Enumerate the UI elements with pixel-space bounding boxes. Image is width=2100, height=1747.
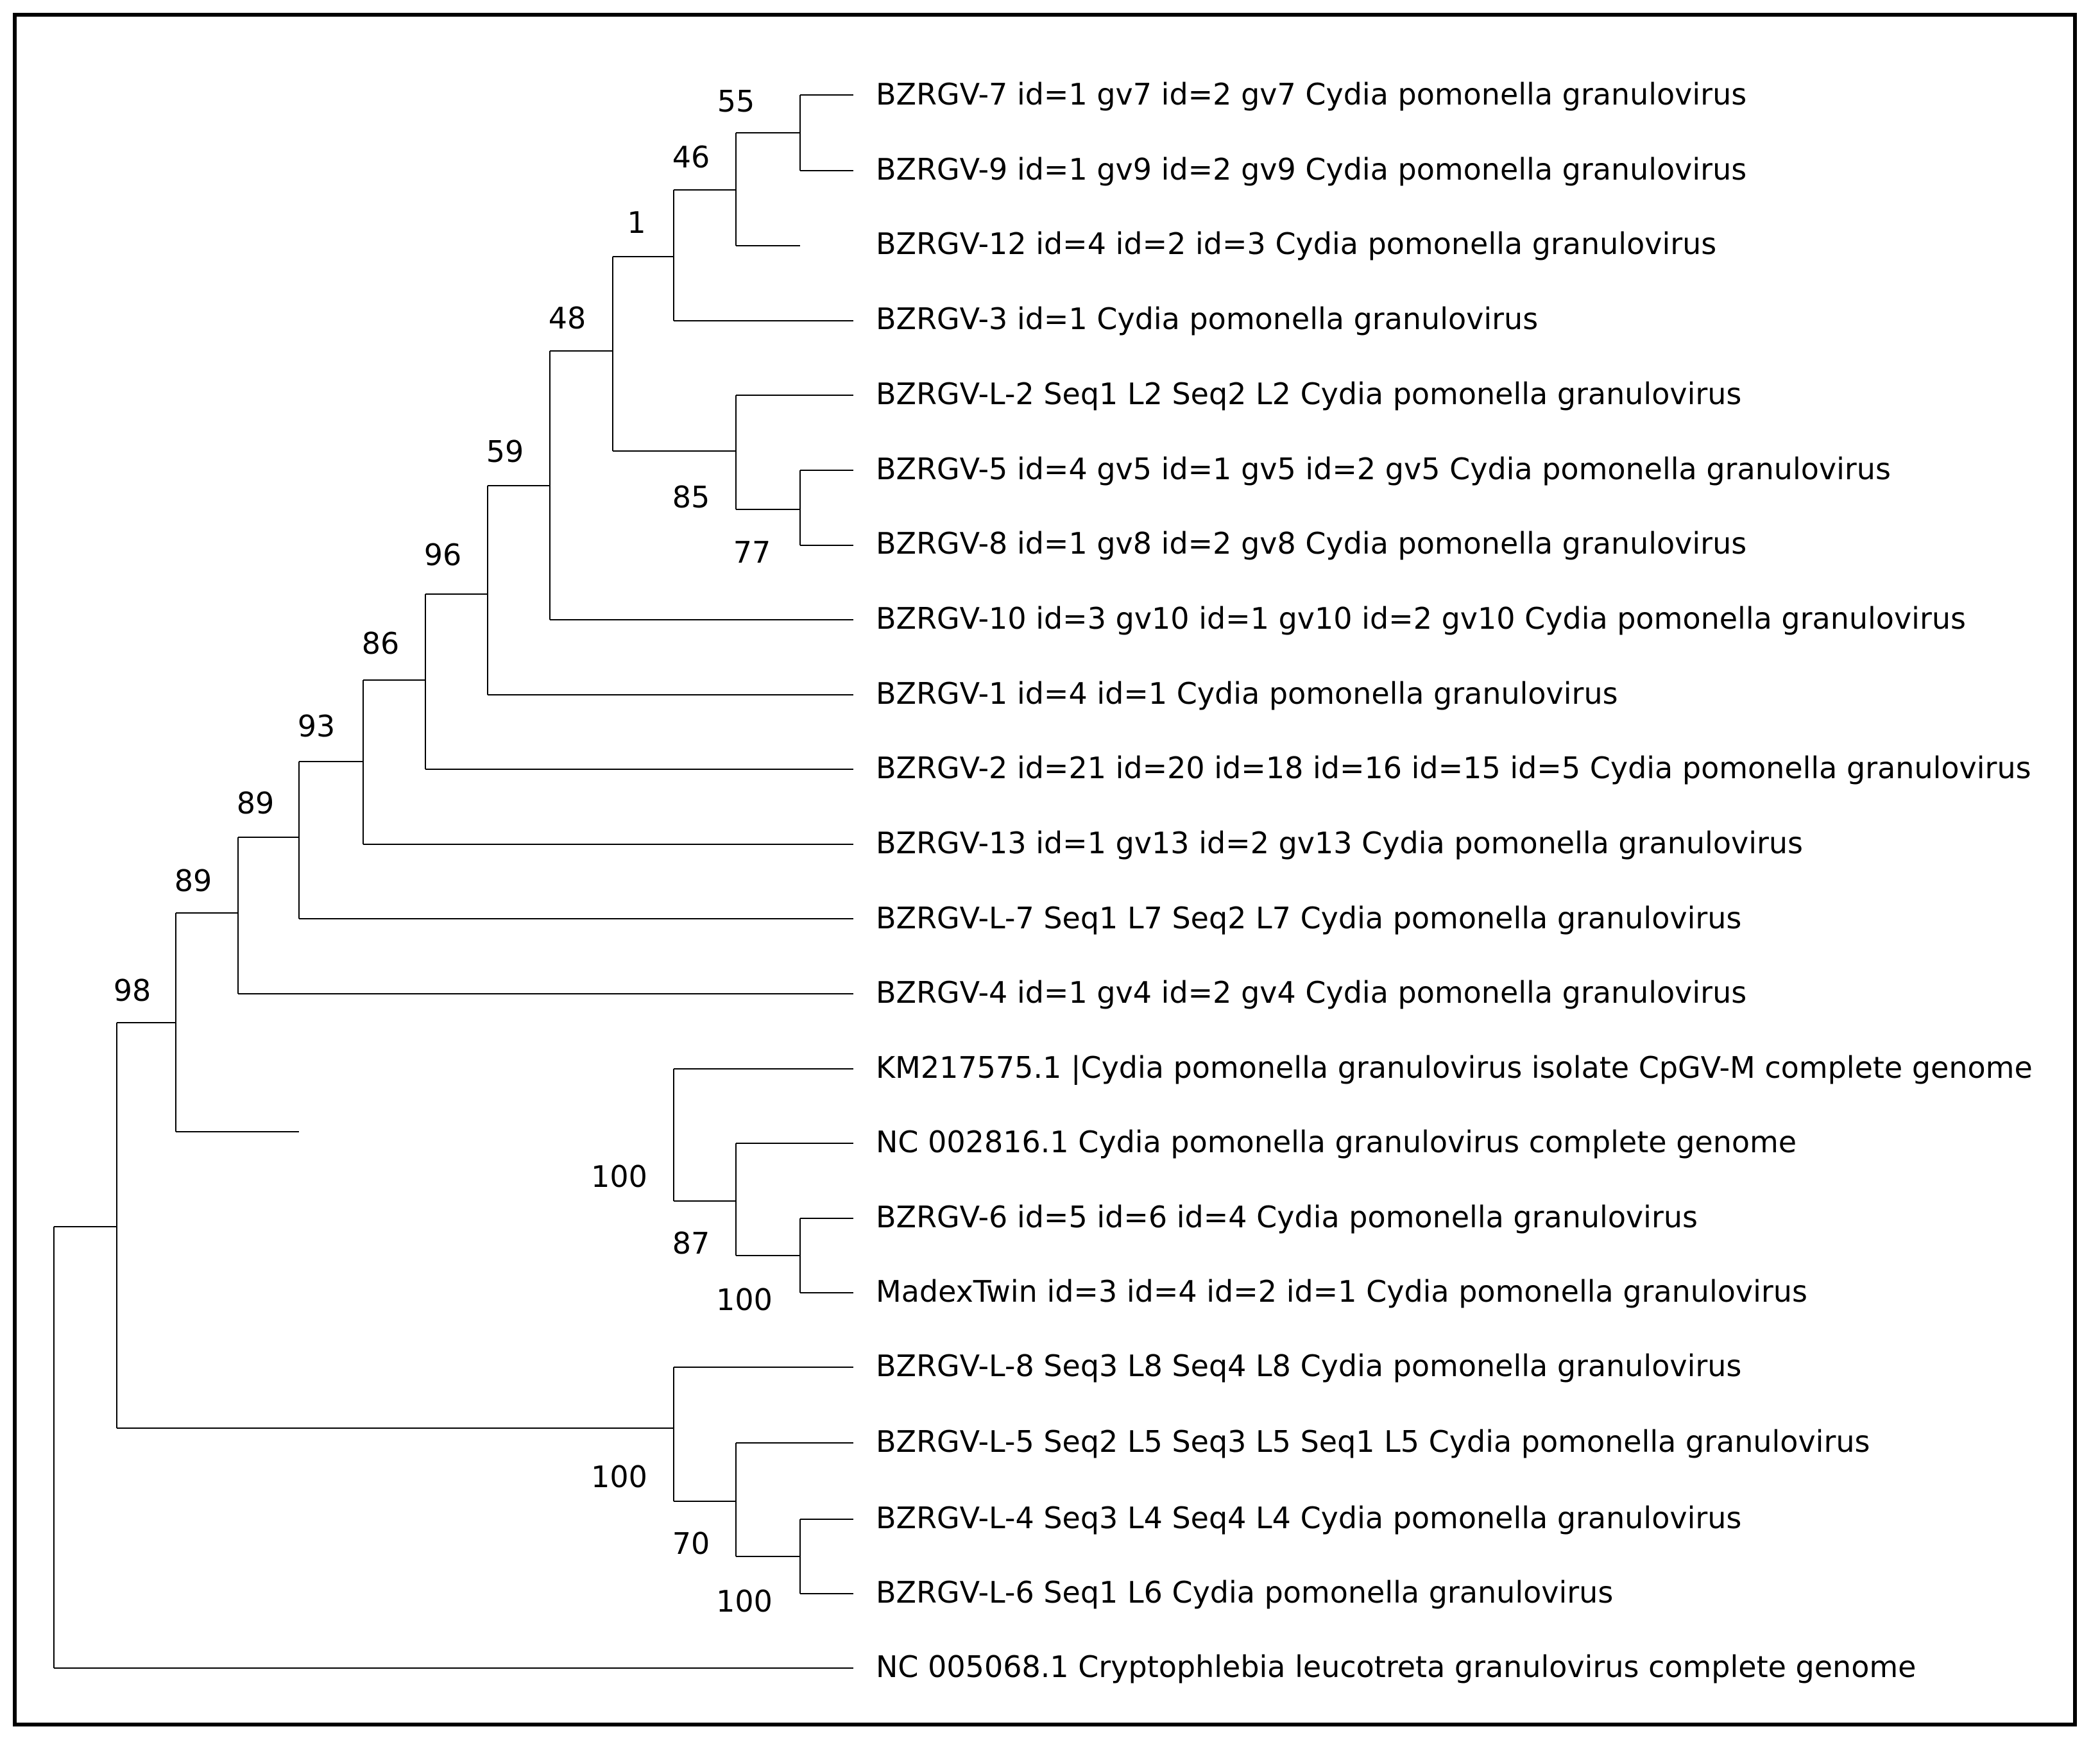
branch-leaf-bzrgv7-9 [799,94,853,171]
branch-node-46 [673,189,853,321]
leaf-label: BZRGV-L-5 Seq2 L5 Seq3 L5 Seq1 L5 Cydia … [876,1424,1870,1459]
leaf-label: BZRGV-13 id=1 gv13 id=2 gv13 Cydia pomon… [876,826,1803,860]
bootstrap-label: 70 [672,1526,710,1561]
figure-frame [13,13,2077,1726]
leaf-labels: BZRGV-7 id=1 gv7 id=2 gv7 Cydia pomonell… [876,77,2033,1684]
bootstrap-label: 46 [672,140,710,175]
bootstrap-label: 1 [627,205,645,240]
branch-node-96 [425,593,853,770]
branch-node-48 [549,350,853,620]
leaf-label: NC 005068.1 Cryptophlebia leucotreta gra… [876,1649,1916,1684]
bootstrap-label: 89 [237,786,275,821]
branch-node-55 [735,132,800,246]
branch-node-85 [735,395,853,510]
leaf-label: BZRGV-3 id=1 Cydia pomonella granuloviru… [876,302,1538,336]
bootstrap-label: 93 [298,709,336,744]
branch-node-89-outer [175,912,299,1132]
bootstrap-label: 85 [672,480,710,515]
bootstrap-labels: 55 46 1 48 85 77 59 96 86 93 89 89 98 10… [114,84,773,1619]
leaf-label: BZRGV-L-6 Seq1 L6 Cydia pomonella granul… [876,1575,1613,1610]
leaf-label: KM217575.1 |Cydia pomonella granulovirus… [876,1050,2033,1086]
branch-root [53,1226,853,1669]
branch-node-93 [298,761,853,919]
leaf-label: BZRGV-4 id=1 gv4 id=2 gv4 Cydia pomonell… [876,975,1746,1010]
leaf-label: BZRGV-1 id=4 id=1 Cydia pomonella granul… [876,676,1618,711]
branch-node-1 [612,256,736,452]
bootstrap-label: 100 [591,1460,647,1494]
branch-node-70 [735,1442,853,1557]
bootstrap-label: 89 [175,864,212,898]
bootstrap-label: 87 [672,1226,710,1261]
bootstrap-label: 100 [591,1159,647,1194]
branch-node-100d [799,1519,853,1594]
branch-node-98 [116,1022,674,1429]
bootstrap-label: 77 [733,535,771,570]
branch-node-100b [799,1218,853,1293]
leaf-label: BZRGV-L-2 Seq1 L2 Seq2 L2 Cydia pomonell… [876,377,1741,411]
leaf-label: BZRGV-L-4 Seq3 L4 Seq4 L4 Cydia pomonell… [876,1501,1741,1535]
bootstrap-label: 55 [717,84,755,119]
bootstrap-label: 48 [549,301,586,336]
leaf-label: BZRGV-5 id=4 gv5 id=1 gv5 id=2 gv5 Cydia… [876,452,1891,486]
branch-node-87 [735,1143,853,1256]
bootstrap-label: 59 [486,434,524,469]
leaf-label: BZRGV-L-8 Seq3 L8 Seq4 L8 Cydia pomonell… [876,1349,1741,1383]
leaf-label: BZRGV-10 id=3 gv10 id=1 gv10 id=2 gv10 C… [876,601,1966,636]
branch-node-59 [487,485,853,695]
leaf-label: BZRGV-12 id=4 id=2 id=3 Cydia pomonella … [876,226,1716,261]
leaf-label: NC 002816.1 Cydia pomonella granulovirus… [876,1125,1797,1159]
leaf-label: BZRGV-7 id=1 gv7 id=2 gv7 Cydia pomonell… [876,77,1746,112]
leaf-label: BZRGV-9 id=1 gv9 id=2 gv9 Cydia pomonell… [876,152,1746,187]
bootstrap-label: 100 [716,1584,773,1619]
leaf-label: BZRGV-6 id=5 id=6 id=4 Cydia pomonella g… [876,1200,1698,1234]
bootstrap-label: 98 [114,973,151,1008]
leaf-label: BZRGV-L-7 Seq1 L7 Seq2 L7 Cydia pomonell… [876,901,1741,935]
branch-node-89-inner [237,837,853,994]
bootstrap-label: 86 [362,626,400,661]
leaf-label: BZRGV-2 id=21 id=20 id=18 id=16 id=15 id… [876,751,2031,785]
branch-node-86 [363,679,853,845]
bootstrap-label: 96 [424,538,462,572]
branch-node-100c [673,1367,853,1502]
leaf-label: BZRGV-8 id=1 gv8 id=2 gv8 Cydia pomonell… [876,526,1746,561]
bootstrap-label: 100 [716,1283,773,1317]
branch-node-77 [799,470,853,546]
tree-branches [53,94,853,1669]
branch-node-100a [673,1068,853,1202]
leaf-label: MadexTwin id=3 id=4 id=2 id=1 Cydia pomo… [876,1274,1807,1309]
